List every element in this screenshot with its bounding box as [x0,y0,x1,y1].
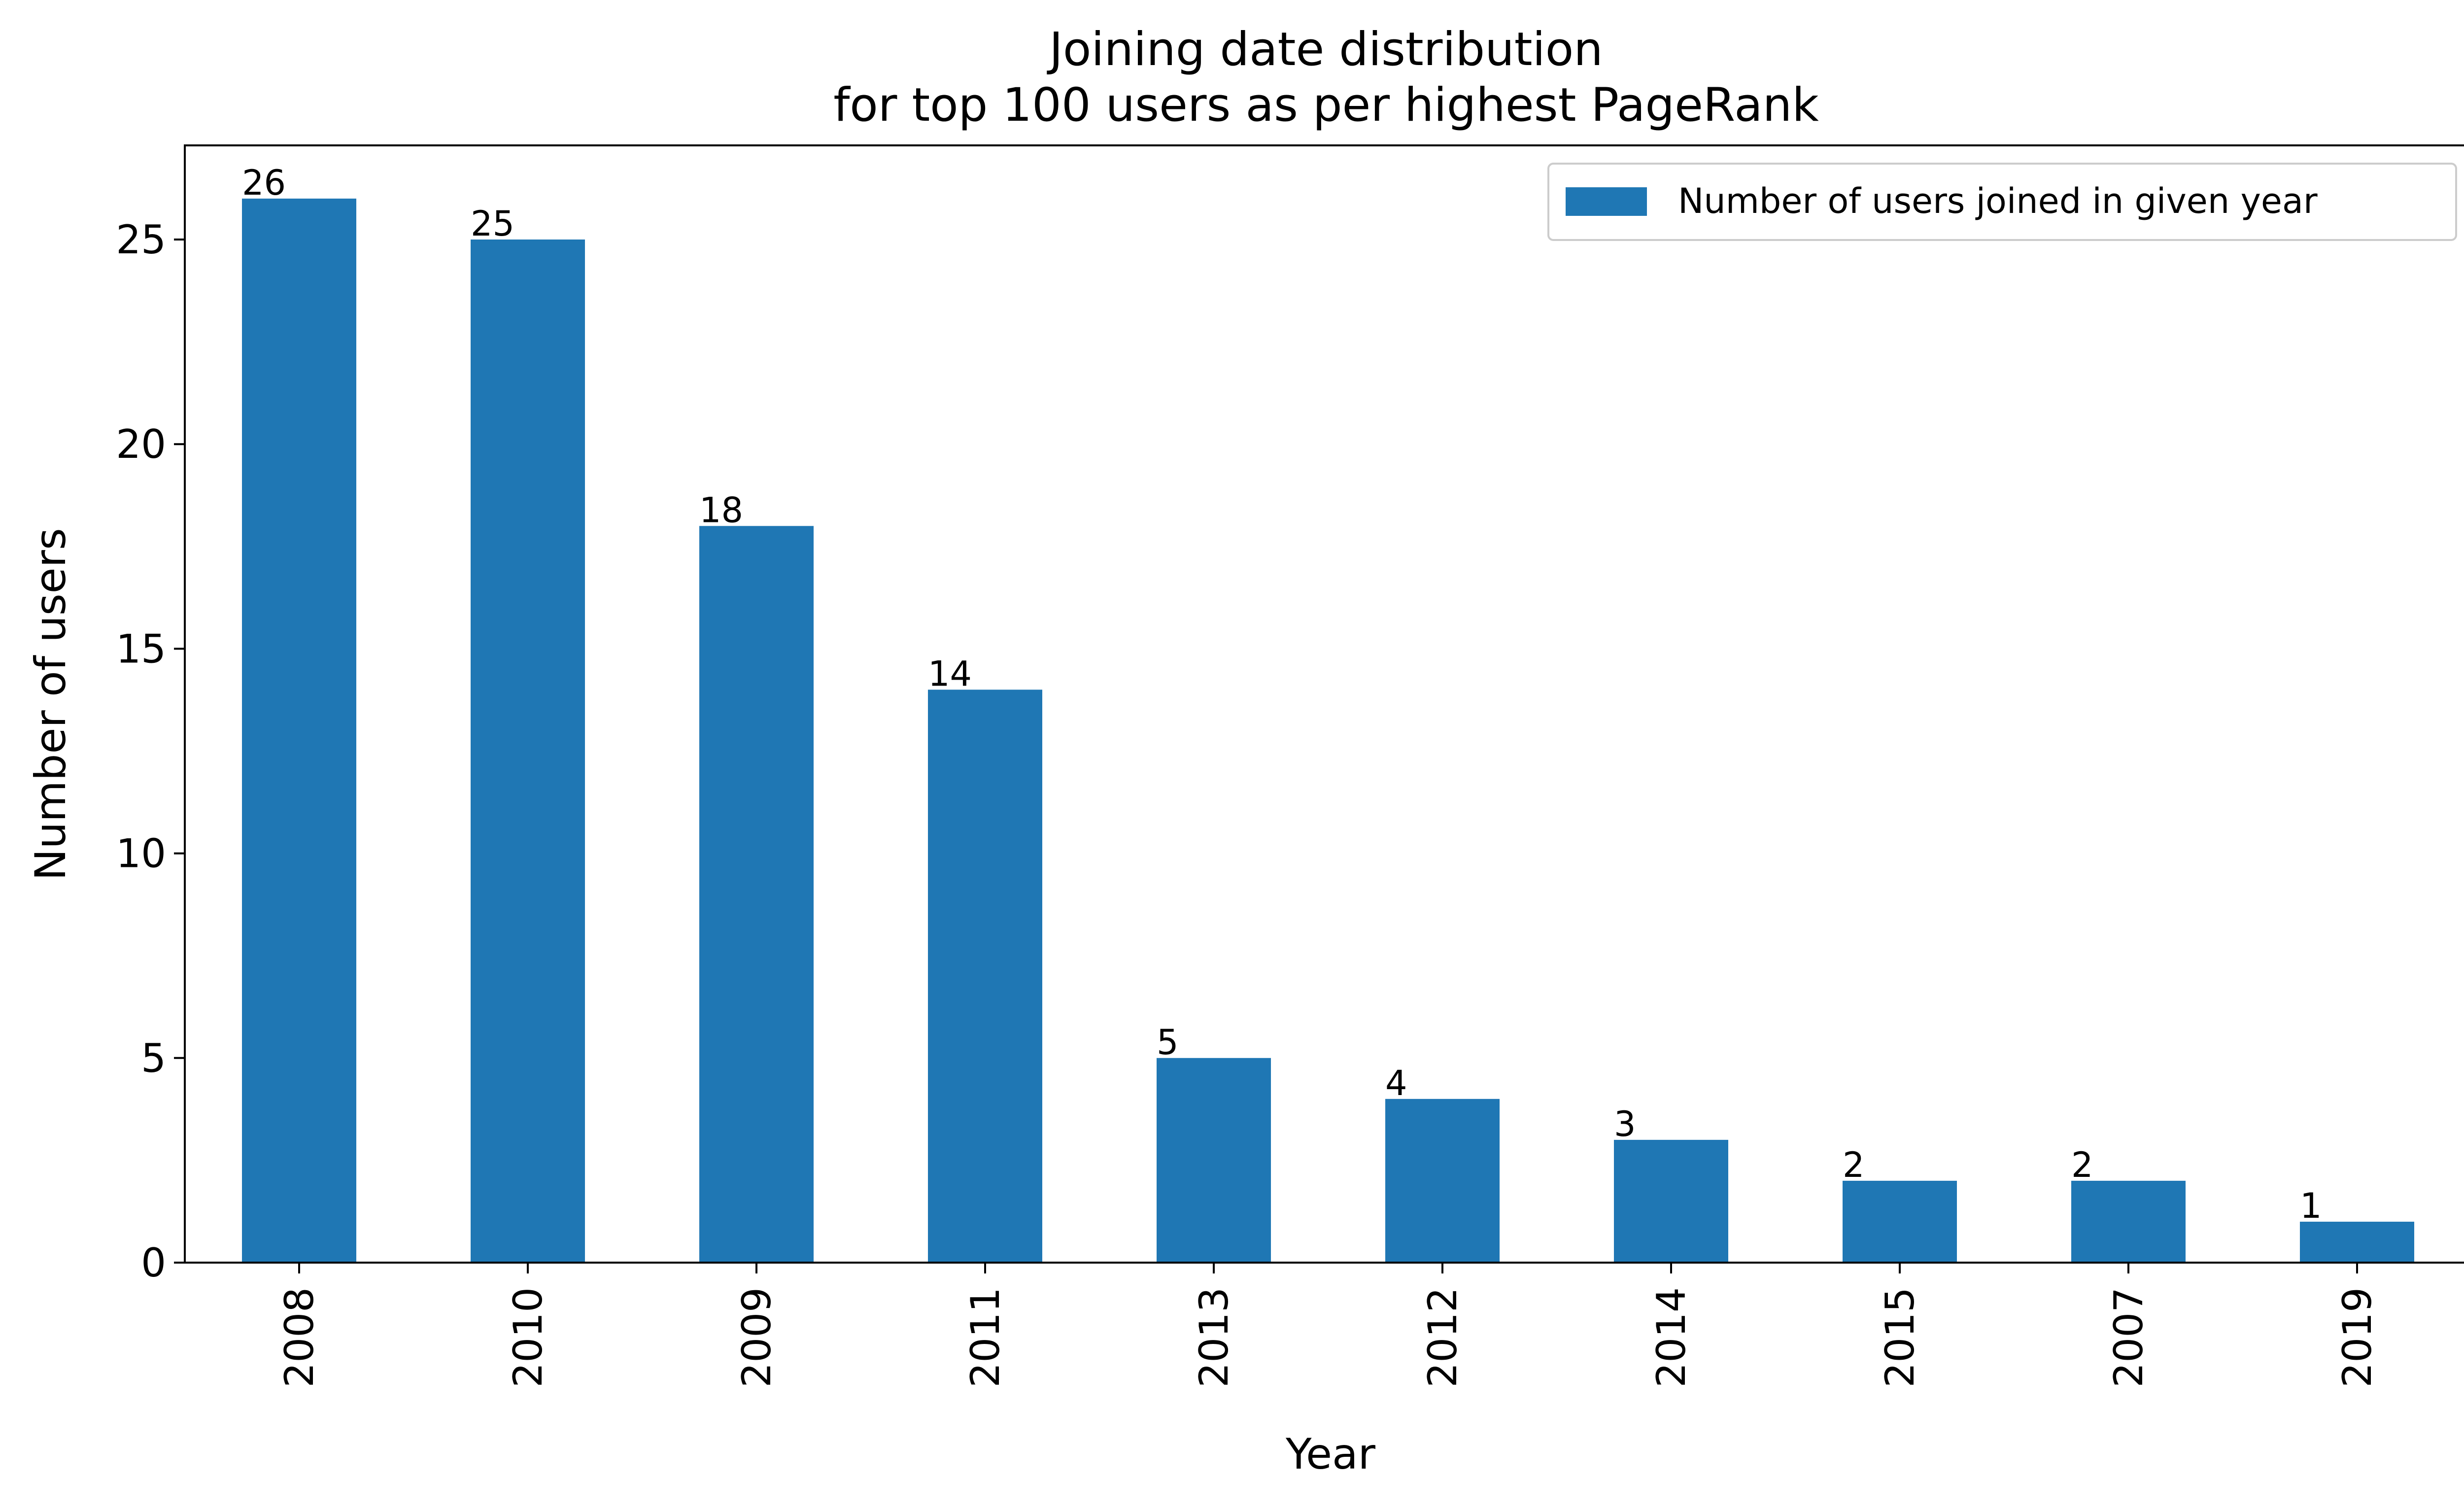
x-tick-label-2014: 2014 [1648,1287,1694,1388]
x-tick-label-2008: 2008 [276,1287,322,1388]
legend-swatch [1566,187,1647,216]
bar-2015 [1843,1180,1957,1263]
x-axis-ticks: 2008 2010 2009 2011 2013 2012 2014 2015 2007 2019 [276,1263,2380,1388]
y-tick-label-25: 25 [116,217,166,263]
chart-title-line-1: Joining date distribution [1047,23,1603,76]
x-tick-label-2019: 2019 [2334,1287,2380,1388]
bar-2008 [242,198,356,1263]
bar-value-label-2019: 1 [2300,1186,2322,1226]
x-tick-label-2015: 2015 [1877,1287,1923,1388]
legend-box [1547,163,2457,241]
bar-value-label-2008: 26 [242,163,286,203]
x-tick-label-2010: 2010 [505,1287,551,1388]
x-tick-label-2012: 2012 [1420,1287,1466,1388]
bar-value-label-2014: 3 [1614,1104,1636,1144]
bar-2011 [928,689,1042,1263]
bar-2010 [471,239,585,1263]
legend: Number of users joined in given year [1547,163,2457,241]
y-tick-label-5: 5 [141,1035,166,1081]
bar-value-label-2015: 2 [1843,1145,1865,1185]
bars [242,198,2414,1263]
y-tick-label-15: 15 [116,626,166,672]
bar-value-labels: 26 25 18 14 5 4 3 2 2 1 [242,163,2322,1226]
bar-value-label-2011: 14 [928,653,972,694]
x-tick-label-2009: 2009 [734,1287,780,1388]
bar-value-label-2009: 18 [699,490,743,530]
bar-2009 [699,526,814,1263]
bar-value-label-2012: 4 [1385,1063,1407,1103]
bar-value-label-2013: 5 [1157,1022,1179,1063]
chart-title: Joining date distribution for top 100 us… [833,23,1819,132]
bar-2014 [1614,1139,1728,1263]
y-axis-ticks: 0 5 10 15 20 25 [116,217,185,1286]
bar-2013 [1157,1058,1271,1263]
x-tick-label-2011: 2011 [962,1287,1008,1388]
y-tick-label-20: 20 [116,421,166,467]
chart-title-line-2: for top 100 users as per highest PageRan… [833,78,1819,132]
bar-value-label-2010: 25 [471,204,514,244]
bar-2012 [1385,1099,1500,1263]
plot-area-frame [184,144,2464,1264]
bar-value-label-2007: 2 [2071,1145,2093,1185]
legend-label: Number of users joined in given year [1678,181,2318,221]
y-tick-label-10: 10 [116,831,166,877]
bar-2007 [2071,1180,2186,1263]
x-tick-label-2007: 2007 [2106,1287,2152,1388]
x-tick-label-2013: 2013 [1191,1287,1237,1388]
bar-2019 [2300,1221,2414,1263]
y-tick-label-0: 0 [141,1240,166,1286]
x-axis-label: Year [1285,1430,1376,1479]
y-axis-label: Number of users [26,528,75,880]
